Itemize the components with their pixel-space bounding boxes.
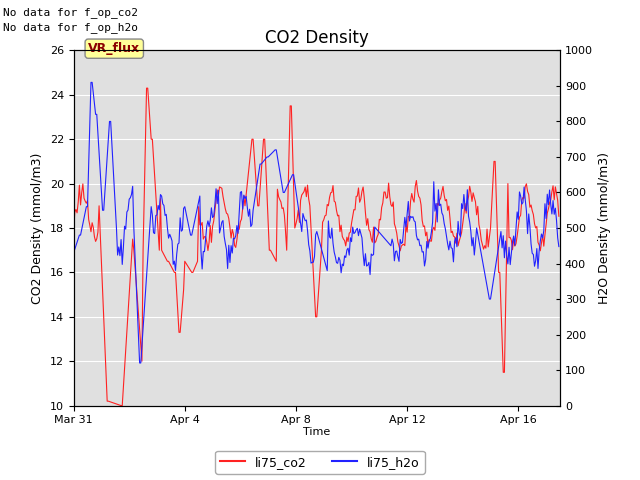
Text: No data for f_op_h2o: No data for f_op_h2o bbox=[3, 22, 138, 33]
Text: No data for f_op_co2: No data for f_op_co2 bbox=[3, 7, 138, 18]
Title: CO2 Density: CO2 Density bbox=[265, 29, 369, 48]
Y-axis label: H2O Density (mmol/m3): H2O Density (mmol/m3) bbox=[598, 152, 611, 304]
X-axis label: Time: Time bbox=[303, 427, 330, 437]
Legend: li75_co2, li75_h2o: li75_co2, li75_h2o bbox=[215, 451, 425, 474]
Y-axis label: CO2 Density (mmol/m3): CO2 Density (mmol/m3) bbox=[31, 152, 44, 304]
Text: VR_flux: VR_flux bbox=[88, 42, 140, 55]
